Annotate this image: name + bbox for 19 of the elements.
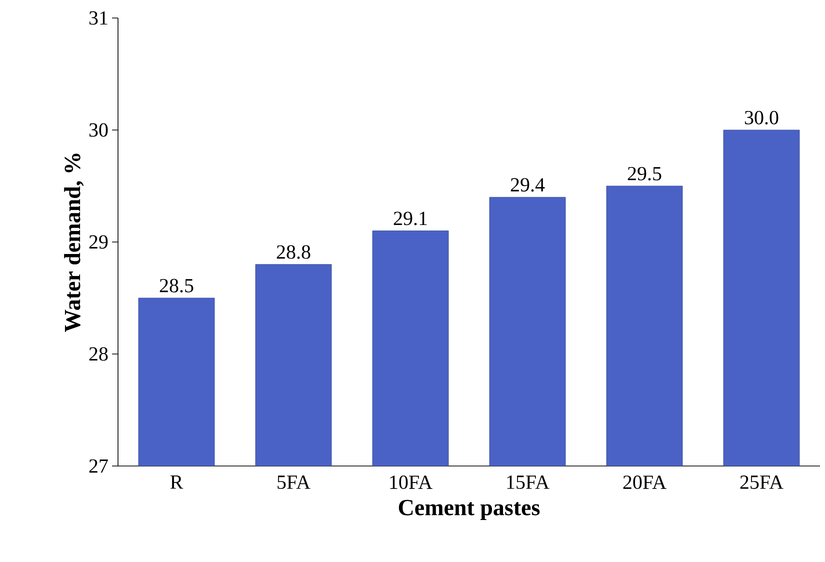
- y-tick-label: 31: [89, 11, 108, 25]
- y-tick-label: 29: [89, 235, 108, 249]
- data-label: 29.1: [394, 212, 427, 226]
- x-tick-label: 15FA: [507, 476, 550, 489]
- data-label: 28.5: [160, 278, 194, 292]
- data-label: 30.0: [744, 110, 778, 124]
- x-tick-label: 5FA: [278, 476, 310, 489]
- y-tick-label: 28: [89, 347, 108, 361]
- data-label: 28.8: [276, 245, 310, 259]
- y-axis-title: Water demand, %: [64, 154, 84, 332]
- x-tick-label: 20FA: [623, 476, 666, 490]
- x-tick-label: R: [170, 476, 184, 489]
- y-tick-label: 27: [89, 459, 108, 473]
- x-tick-label: 25FA: [740, 476, 784, 489]
- y-tick-label: 30: [89, 123, 108, 137]
- x-axis-title: Cement pastes: [398, 500, 540, 520]
- data-label: 29.5: [628, 166, 662, 180]
- data-label: 29.4: [510, 178, 545, 192]
- x-tick-label: 10FA: [390, 476, 432, 490]
